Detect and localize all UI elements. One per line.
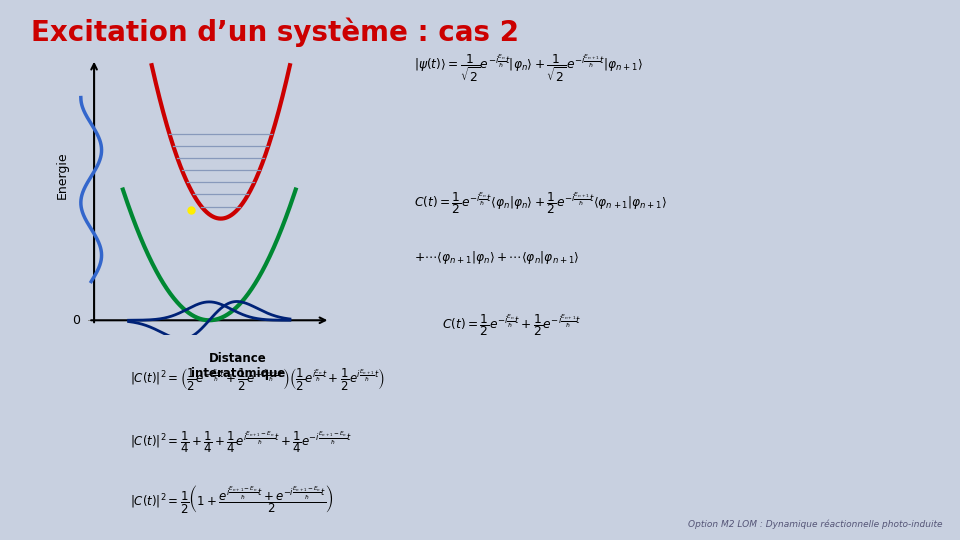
Text: $|C(t)|^2 = \left(\dfrac{1}{2}e^{-i\frac{E_n}{\hbar}t}+\dfrac{1}{2}e^{-i\frac{E_: $|C(t)|^2 = \left(\dfrac{1}{2}e^{-i\frac… bbox=[131, 366, 385, 392]
Text: $|C(t)|^2 = \dfrac{1}{2}\left(1+\dfrac{e^{i\frac{E_{n+1}-E_n}{\hbar}t}+e^{-i\fra: $|C(t)|^2 = \dfrac{1}{2}\left(1+\dfrac{e… bbox=[131, 483, 334, 515]
Text: 0: 0 bbox=[72, 314, 80, 327]
Text: $C(t) = \dfrac{1}{2}e^{-i\frac{E_n}{\hbar}t} + \dfrac{1}{2}e^{-i\frac{E_{n+1}}{\: $C(t) = \dfrac{1}{2}e^{-i\frac{E_n}{\hba… bbox=[443, 313, 582, 339]
Text: $|\psi(t)\rangle = \dfrac{1}{\sqrt{2}}e^{-i\frac{E_n}{\hbar}t}|\varphi_n\rangle : $|\psi(t)\rangle = \dfrac{1}{\sqrt{2}}e^… bbox=[414, 52, 643, 84]
Text: Distance
interatomique: Distance interatomique bbox=[191, 352, 285, 380]
Text: Energie: Energie bbox=[56, 151, 69, 199]
Text: $+ \cdots\langle\varphi_{n+1}|\varphi_n\rangle + \cdots\langle\varphi_n|\varphi_: $+ \cdots\langle\varphi_{n+1}|\varphi_n\… bbox=[414, 249, 580, 266]
Text: Excitation d’un système : cas 2: Excitation d’un système : cas 2 bbox=[32, 18, 519, 47]
Text: $|C(t)|^2 = \dfrac{1}{4}+\dfrac{1}{4}+\dfrac{1}{4}e^{i\frac{E_{n+1}-E_n}{\hbar}t: $|C(t)|^2 = \dfrac{1}{4}+\dfrac{1}{4}+\d… bbox=[131, 429, 352, 455]
Text: $C(t) = \dfrac{1}{2}e^{-i\frac{E_n}{\hbar}t}\langle\varphi_n|\varphi_n\rangle + : $C(t) = \dfrac{1}{2}e^{-i\frac{E_n}{\hba… bbox=[414, 190, 667, 216]
Text: Option M2 LOM : Dynamique réactionnelle photo-induite: Option M2 LOM : Dynamique réactionnelle … bbox=[688, 520, 943, 529]
